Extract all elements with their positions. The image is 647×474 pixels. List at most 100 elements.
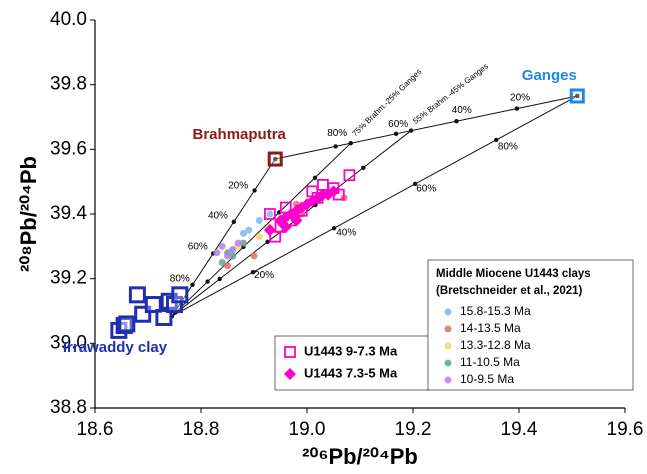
x-tick-label: 18.6 (77, 419, 114, 440)
legend-label: 10-9.5 Ma (460, 372, 514, 386)
legend-marker (444, 359, 452, 367)
mixing-dot (250, 270, 256, 275)
mixing-dot (205, 279, 210, 284)
data-point (263, 224, 276, 237)
data-point (218, 259, 226, 266)
data-point (279, 220, 292, 233)
legend-label: 15.8-15.3 Ma (460, 304, 531, 318)
percent-label: 40% (208, 211, 228, 222)
legend-label: 11-10.5 Ma (460, 355, 520, 369)
endmember-label: Brahmaputra (193, 126, 287, 143)
endmember-point (569, 88, 585, 104)
mixing-dot (412, 181, 418, 187)
mixing-dot (348, 140, 353, 146)
percent-label: 60% (416, 184, 436, 195)
percent-label: 20% (254, 270, 274, 281)
data-point (316, 178, 329, 191)
x-tick-label: 19.6 (607, 419, 644, 440)
mixing-dot (312, 175, 318, 180)
data-point (255, 233, 263, 241)
y-tick-label: 39.0 (50, 332, 87, 353)
data-point (250, 252, 258, 260)
legend-marker (284, 346, 296, 358)
legend-label: 13.3-12.8 Ma (460, 338, 531, 352)
mixing-dot (408, 128, 414, 133)
mixing-dot (273, 156, 278, 162)
data-point (255, 216, 263, 224)
data-point (343, 169, 356, 182)
legend-label: U1443 9-7.3 Ma (304, 343, 398, 358)
mixing-line (171, 130, 412, 317)
data-point (269, 230, 282, 243)
data-point (229, 252, 237, 260)
y-tick-label: 39.8 (50, 74, 87, 95)
legend-marker (444, 308, 452, 316)
legend-marker (284, 368, 296, 380)
endmember-label: Irrawaddy clay (63, 339, 168, 356)
legend-label: U1443 7.3-5 Ma (304, 365, 398, 380)
mixing-dot (231, 219, 237, 224)
percent-label: 80% (170, 273, 190, 284)
mixing-dot (454, 119, 459, 124)
endmember-point (267, 151, 283, 167)
data-point (229, 246, 237, 254)
data-point (218, 242, 226, 250)
percent-label: 60% (188, 242, 208, 253)
y-tick-label: 38.8 (50, 397, 87, 418)
endmember-point (171, 286, 189, 304)
endmember-point (118, 315, 136, 333)
data-point (239, 239, 247, 247)
legend-marker (444, 342, 452, 350)
mixing-dot (190, 282, 195, 288)
percent-label: 60% (388, 119, 408, 130)
x-axis-label: ²⁰⁶Pb/²⁰⁴Pb (302, 444, 418, 469)
legend-marker (444, 376, 452, 384)
mixing-line (171, 95, 578, 317)
percent-label: 20% (228, 181, 248, 192)
legend-box (427, 259, 634, 391)
mixing-line (171, 158, 276, 317)
endmember-point (144, 296, 162, 314)
mixing-line (171, 142, 352, 317)
mixing-dot (361, 165, 366, 170)
y-tick-label: 40.0 (50, 9, 87, 30)
data-point (224, 262, 231, 270)
x-tick-label: 19.0 (289, 419, 326, 440)
data-point (266, 210, 274, 218)
data-point (213, 249, 221, 257)
mixing-dot (333, 144, 338, 149)
data-point (327, 185, 340, 198)
y-tick-label: 39.6 (50, 138, 87, 159)
percent-label: 40% (336, 228, 356, 239)
y-tick-label: 39.2 (50, 268, 87, 289)
mixing-dot (252, 188, 257, 193)
mixing-dot (331, 226, 337, 231)
percent-label: 80% (327, 128, 347, 139)
endmember-point (128, 286, 146, 304)
data-point (290, 214, 303, 227)
endmember-label: Ganges (522, 67, 577, 84)
legend-title: (Bretschneider et al., 2021) (436, 285, 583, 297)
mixing-dot (494, 137, 499, 143)
data-point (224, 252, 231, 260)
mixing-line (275, 95, 578, 160)
percent-label: 40% (452, 105, 472, 116)
y-axis-label: ²⁰⁸Pb/²⁰⁴Pb (16, 156, 41, 272)
data-point (234, 239, 242, 247)
data-point (245, 226, 253, 234)
data-point (239, 229, 247, 237)
mixing-dot (575, 93, 580, 99)
mixing-dot (217, 276, 222, 282)
endmember-point (155, 308, 173, 326)
mixing-dot (393, 131, 399, 137)
percent-label: 80% (498, 142, 518, 153)
data-point (263, 208, 276, 220)
mixing-dot (265, 239, 270, 245)
y-tick-label: 39.4 (50, 203, 87, 224)
x-tick-label: 18.8 (183, 419, 220, 440)
x-tick-label: 19.4 (501, 419, 538, 440)
x-tick-label: 19.2 (395, 419, 432, 440)
mixing-line-label: 75% Brahm.-25% Ganges (350, 67, 423, 138)
percent-label: 20% (510, 93, 530, 104)
